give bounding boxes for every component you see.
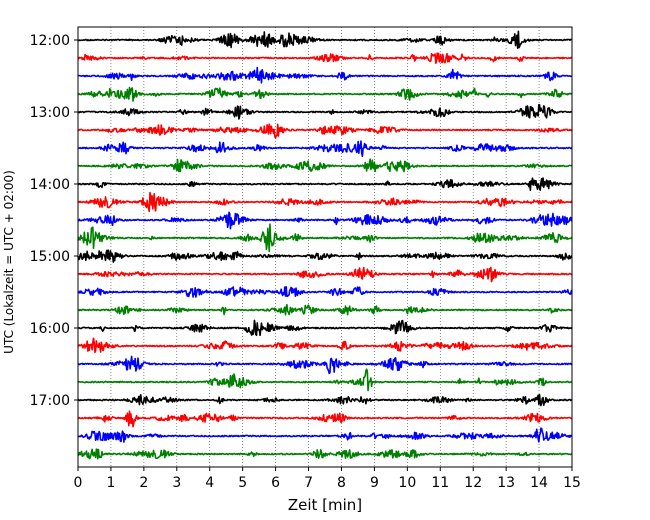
x-tick-label: 4 xyxy=(205,475,214,491)
x-tick-label: 12 xyxy=(464,475,482,491)
x-axis-label: Zeit [min] xyxy=(288,496,362,514)
trace-row xyxy=(77,448,573,460)
x-tick-label: 11 xyxy=(431,475,449,491)
trace-row xyxy=(77,123,573,139)
trace-row xyxy=(77,249,573,263)
y-tick-label: 14:00 xyxy=(30,177,70,193)
trace-row xyxy=(77,52,573,64)
trace-row xyxy=(77,66,573,84)
trace-row xyxy=(77,86,573,102)
vertical-grid xyxy=(110,27,540,467)
x-tick-label: 8 xyxy=(337,475,346,491)
y-tick-label: 13:00 xyxy=(30,105,70,121)
y-tick-label: 15:00 xyxy=(30,249,70,265)
y-axis-ticks: 12:00 13:00 14:00 15:00 16:00 17:00 xyxy=(30,33,78,409)
trace-row xyxy=(77,211,573,230)
seismic-traces xyxy=(77,30,573,460)
y-tick-label: 16:00 xyxy=(30,321,70,337)
x-tick-label: 13 xyxy=(497,475,515,491)
x-axis-ticks: 0 1 2 3 4 5 6 7 8 9 10 11 12 13 14 15 xyxy=(74,467,581,491)
y-axis-label: UTC (Lokalzeit = UTC + 02:00) xyxy=(2,170,16,354)
trace-row xyxy=(77,368,573,392)
x-tick-label: 1 xyxy=(106,475,115,491)
trace-row xyxy=(77,30,573,49)
y-tick-label: 17:00 xyxy=(30,393,70,409)
x-tick-label: 2 xyxy=(139,475,148,491)
x-tick-label: 6 xyxy=(271,475,280,491)
x-tick-label: 3 xyxy=(172,475,181,491)
trace-row xyxy=(77,286,573,298)
x-tick-label: 5 xyxy=(238,475,247,491)
trace-row xyxy=(77,410,573,428)
trace-row xyxy=(77,140,573,157)
trace-row xyxy=(77,355,573,375)
trace-row xyxy=(77,103,573,120)
trace-row xyxy=(77,303,573,316)
x-tick-label: 15 xyxy=(563,475,581,491)
x-tick-label: 9 xyxy=(370,475,379,491)
y-tick-label: 12:00 xyxy=(30,33,70,49)
x-tick-label: 14 xyxy=(530,475,548,491)
x-tick-label: 10 xyxy=(398,475,416,491)
trace-row xyxy=(77,319,573,337)
trace-row xyxy=(77,427,573,443)
trace-row xyxy=(77,191,573,213)
trace-row xyxy=(77,393,573,407)
trace-row xyxy=(77,223,573,253)
plot-frame xyxy=(77,26,573,468)
trace-row xyxy=(77,337,573,354)
trace-row xyxy=(77,158,573,173)
x-tick-label: 0 xyxy=(74,475,83,491)
trace-row xyxy=(77,266,573,283)
x-tick-label: 7 xyxy=(304,475,313,491)
trace-row xyxy=(77,177,573,192)
